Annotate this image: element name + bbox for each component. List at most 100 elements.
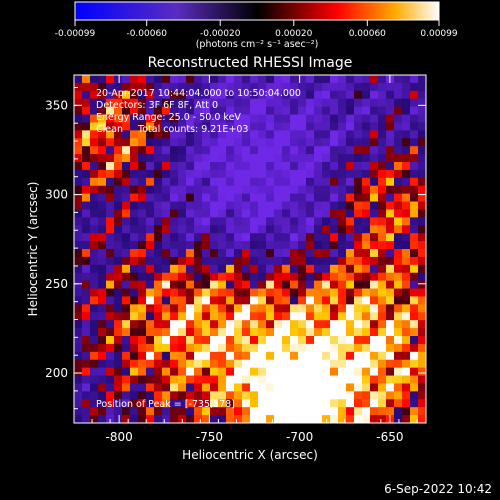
heatmap-cell: [170, 336, 179, 345]
heatmap-cell: [234, 272, 243, 282]
heatmap-cell: [322, 201, 331, 210]
heatmap-cell: [202, 367, 211, 376]
heatmap-cell: [130, 241, 139, 250]
heatmap-cell: [330, 351, 339, 361]
heatmap-cell: [170, 217, 179, 226]
heatmap-cell: [146, 209, 155, 218]
heatmap-cell: [306, 415, 315, 424]
heatmap-cell: [210, 114, 219, 123]
heatmap-cell: [138, 304, 147, 313]
heatmap-cell: [74, 383, 83, 392]
heatmap-cell: [314, 249, 323, 258]
heatmap-cell: [154, 241, 163, 250]
heatmap-cell: [170, 359, 179, 369]
heatmap-cell: [218, 288, 227, 297]
heatmap-cell: [154, 75, 163, 84]
heatmap-cell: [370, 138, 379, 147]
heatmap-cell: [330, 383, 339, 392]
heatmap-cell: [114, 256, 123, 266]
heatmap-cell: [170, 367, 179, 376]
heatmap-cell: [410, 82, 419, 92]
heatmap-cell: [386, 193, 395, 202]
heatmap-cell: [234, 82, 243, 92]
heatmap-cell: [226, 241, 235, 250]
heatmap-cell: [266, 201, 275, 210]
heatmap-cell: [418, 328, 427, 337]
heatmap-cell: [346, 241, 355, 250]
heatmap-cell: [370, 82, 379, 92]
heatmap-cell: [122, 351, 131, 361]
heatmap-cell: [162, 296, 171, 305]
heatmap-cell: [226, 399, 235, 408]
heatmap-cell: [90, 233, 99, 242]
heatmap-cell: [154, 90, 163, 100]
heatmap-cell: [250, 264, 259, 274]
heatmap-cell: [330, 320, 339, 329]
heatmap-cell: [314, 241, 323, 250]
heatmap-cell: [306, 233, 315, 242]
heatmap-cell: [178, 75, 187, 84]
heatmap-cell: [290, 106, 299, 115]
heatmap-cell: [266, 241, 275, 250]
heatmap-cell: [338, 304, 347, 313]
heatmap-cell: [314, 359, 323, 369]
heatmap-cell: [146, 264, 155, 274]
heatmap-cell: [370, 312, 379, 321]
heatmap-cell: [338, 162, 347, 171]
heatmap-cell: [122, 193, 131, 202]
heatmap-cell: [74, 375, 83, 384]
heatmap-cell: [146, 288, 155, 297]
heatmap-cell: [298, 241, 307, 250]
heatmap-cell: [402, 106, 411, 115]
heatmap-cell: [282, 114, 291, 123]
heatmap-cell: [306, 122, 315, 131]
heatmap-cell: [242, 241, 251, 250]
heatmap-cell: [154, 288, 163, 297]
heatmap-cell: [218, 154, 227, 163]
heatmap-cell: [338, 343, 347, 353]
heatmap-cell: [154, 122, 163, 131]
heatmap-cell: [410, 312, 419, 321]
heatmap-cell: [226, 272, 235, 282]
heatmap-cell: [242, 320, 251, 329]
heatmap-cell: [418, 106, 427, 115]
heatmap-cell: [402, 209, 411, 218]
heatmap-cell: [210, 233, 219, 242]
heatmap-cell: [370, 162, 379, 171]
heatmap-cell: [82, 391, 91, 400]
heatmap-cell: [274, 225, 283, 234]
heatmap-cell: [338, 391, 347, 400]
heatmap-cell: [362, 383, 371, 392]
heatmap-cell: [90, 288, 99, 297]
heatmap-cell: [274, 98, 283, 108]
heatmap-cell: [362, 375, 371, 384]
heatmap-cell: [226, 106, 235, 115]
heatmap-cell: [90, 407, 99, 416]
heatmap-cell: [138, 122, 147, 131]
heatmap-cell: [330, 185, 339, 195]
heatmap-cell: [386, 98, 395, 108]
heatmap-cell: [266, 280, 275, 289]
heatmap-cell: [146, 328, 155, 337]
heatmap-cell: [90, 106, 99, 115]
heatmap-cell: [146, 90, 155, 100]
heatmap-cell: [306, 114, 315, 123]
heatmap-cell: [234, 391, 243, 400]
heatmap-cell: [346, 328, 355, 337]
heatmap-cell: [402, 343, 411, 353]
heatmap-cell: [338, 367, 347, 376]
heatmap-cell: [362, 304, 371, 313]
heatmap-cell: [250, 122, 259, 131]
heatmap-cell: [122, 375, 131, 384]
heatmap-cell: [258, 162, 267, 171]
heatmap-cell: [98, 312, 107, 321]
heatmap-cell: [106, 391, 115, 400]
heatmap-cell: [194, 383, 203, 392]
heatmap-cell: [338, 312, 347, 321]
heatmap-cell: [162, 375, 171, 384]
heatmap-cell: [210, 343, 219, 353]
heatmap-cell: [154, 328, 163, 337]
heatmap-cell: [378, 75, 387, 84]
heatmap-cell: [210, 320, 219, 329]
heatmap-cell: [354, 225, 363, 234]
